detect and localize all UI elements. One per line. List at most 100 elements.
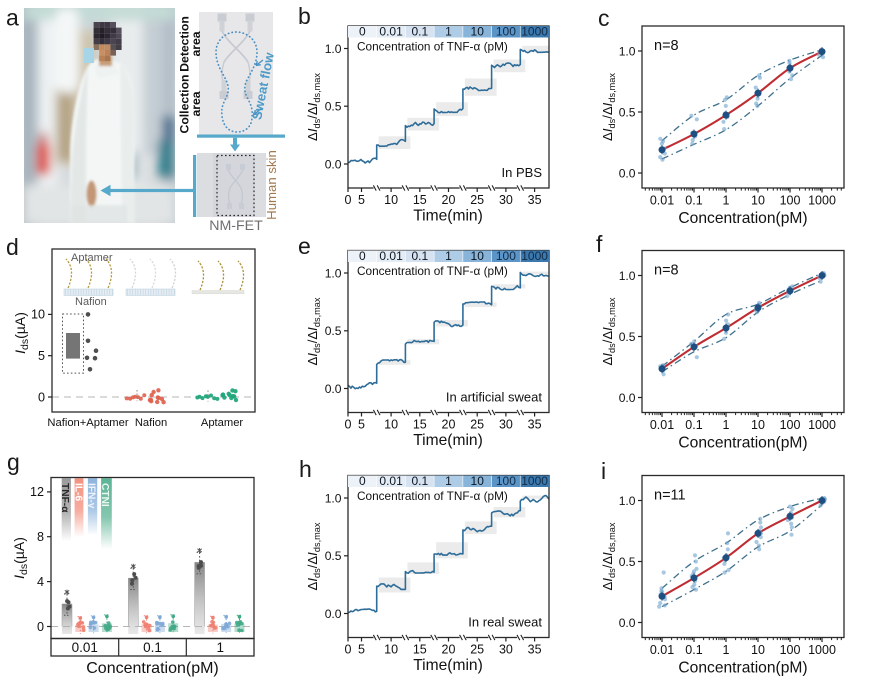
svg-text:0.01: 0.01: [650, 418, 674, 432]
svg-text:ΔIds/ΔIds,max: ΔIds/ΔIds,max: [600, 297, 617, 365]
svg-text:0.01: 0.01: [379, 249, 403, 263]
svg-text:0.1: 0.1: [685, 643, 702, 657]
svg-text:NM-FET: NM-FET: [209, 218, 263, 234]
svg-text:TNF-α: TNF-α: [59, 483, 70, 513]
svg-text:25: 25: [470, 643, 484, 657]
svg-text:In PBS: In PBS: [502, 165, 543, 180]
svg-text:1.0: 1.0: [619, 269, 636, 283]
svg-text:1000: 1000: [521, 249, 548, 263]
svg-text:n=8: n=8: [654, 263, 679, 279]
svg-text:Concentration(pM): Concentration(pM): [678, 210, 807, 227]
svg-text:0.5: 0.5: [619, 555, 636, 569]
svg-text:1: 1: [445, 249, 452, 263]
svg-text:Concentration(pM): Concentration(pM): [678, 660, 807, 677]
svg-text:5: 5: [358, 193, 365, 207]
svg-text:i: i: [601, 458, 606, 484]
svg-text:0.0: 0.0: [325, 157, 342, 171]
svg-text:Time(min): Time(min): [413, 657, 483, 674]
svg-text:Concentration of TNF-α (pM): Concentration of TNF-α (pM): [357, 40, 508, 54]
svg-text:1.0: 1.0: [619, 494, 636, 508]
svg-text:0: 0: [37, 620, 44, 634]
svg-text:20: 20: [442, 193, 456, 207]
svg-text:1000: 1000: [808, 418, 836, 432]
svg-text:1000: 1000: [808, 194, 836, 208]
svg-text:1: 1: [723, 194, 730, 208]
svg-text:25: 25: [470, 193, 484, 207]
svg-text:ΔIds/ΔIds,max: ΔIds/ΔIds,max: [600, 522, 617, 590]
svg-text:n=11: n=11: [654, 488, 686, 504]
svg-text:Time(min): Time(min): [413, 208, 483, 225]
svg-text:10: 10: [384, 643, 398, 657]
svg-text:8: 8: [37, 530, 44, 544]
svg-text:Nafion: Nafion: [75, 296, 107, 308]
svg-text:Nafion: Nafion: [135, 417, 167, 429]
svg-text:5: 5: [358, 418, 365, 432]
svg-text:100: 100: [496, 474, 516, 488]
svg-text:15: 15: [413, 418, 427, 432]
svg-text:Collectionarea: Collectionarea: [178, 75, 204, 134]
svg-text:0.1: 0.1: [143, 640, 162, 655]
svg-text:Aptamer: Aptamer: [201, 417, 244, 429]
svg-text:n=8: n=8: [654, 38, 679, 54]
svg-text:0: 0: [359, 25, 366, 39]
svg-text:Human skin: Human skin: [264, 150, 279, 220]
svg-text:0.5: 0.5: [619, 330, 636, 344]
svg-text:h: h: [299, 456, 312, 482]
svg-text:1: 1: [723, 643, 730, 657]
svg-text:0.5: 0.5: [619, 105, 636, 119]
svg-text:1.0: 1.0: [619, 44, 636, 58]
svg-text:100: 100: [496, 25, 516, 39]
svg-text:c: c: [598, 5, 610, 31]
svg-text:1: 1: [723, 418, 730, 432]
svg-text:10: 10: [471, 25, 485, 39]
svg-text:0: 0: [345, 418, 352, 432]
svg-text:0.5: 0.5: [325, 100, 342, 114]
svg-text:Concentration(pM): Concentration(pM): [86, 660, 219, 677]
svg-text:0.0: 0.0: [325, 382, 342, 396]
svg-text:0.0: 0.0: [619, 616, 636, 630]
svg-text:In real sweat: In real sweat: [468, 615, 542, 630]
svg-text:0: 0: [38, 390, 45, 404]
svg-text:0.1: 0.1: [411, 474, 428, 488]
svg-text:0.0: 0.0: [619, 391, 636, 405]
svg-text:10: 10: [751, 418, 765, 432]
svg-text:In artificial sweat: In artificial sweat: [446, 390, 542, 405]
svg-text:0.01: 0.01: [650, 194, 674, 208]
svg-text:0.01: 0.01: [379, 25, 403, 39]
svg-text:10: 10: [384, 418, 398, 432]
svg-text:Concentration(pM): Concentration(pM): [678, 435, 807, 452]
svg-text:10: 10: [751, 643, 765, 657]
svg-text:10: 10: [471, 249, 485, 263]
svg-text:Nafion+Aptamer: Nafion+Aptamer: [47, 417, 128, 429]
svg-text:ΔIds/ΔIds,max: ΔIds/ΔIds,max: [305, 297, 322, 365]
svg-text:1: 1: [445, 474, 452, 488]
svg-text:d: d: [6, 234, 19, 260]
svg-text:100: 100: [780, 194, 801, 208]
svg-text:100: 100: [780, 643, 801, 657]
svg-text:Detectionarea: Detectionarea: [178, 16, 204, 72]
svg-text:1.0: 1.0: [325, 491, 342, 505]
svg-text:CTNI: CTNI: [99, 483, 110, 507]
svg-text:1: 1: [445, 25, 452, 39]
svg-text:Concentration of TNF-α (pM): Concentration of TNF-α (pM): [357, 489, 508, 503]
svg-text:1.0: 1.0: [325, 266, 342, 280]
svg-text:Time(min): Time(min): [413, 432, 483, 449]
svg-text:g: g: [7, 449, 20, 475]
svg-text:15: 15: [413, 193, 427, 207]
svg-text:0.0: 0.0: [325, 607, 342, 621]
svg-text:0: 0: [359, 249, 366, 263]
svg-text:ΔIds/ΔIds,max: ΔIds/ΔIds,max: [600, 73, 617, 141]
svg-text:ΔIds/ΔIds,max: ΔIds/ΔIds,max: [305, 73, 322, 141]
svg-text:0.1: 0.1: [411, 25, 428, 39]
svg-text:10: 10: [471, 474, 485, 488]
svg-text:1000: 1000: [808, 643, 836, 657]
svg-text:100: 100: [496, 249, 516, 263]
svg-text:Ids(µA): Ids(µA): [11, 537, 30, 579]
svg-text:b: b: [298, 3, 311, 29]
svg-text:20: 20: [442, 418, 456, 432]
svg-text:0.1: 0.1: [685, 418, 702, 432]
svg-text:30: 30: [499, 418, 513, 432]
svg-text:a: a: [6, 5, 19, 31]
svg-text:100: 100: [780, 418, 801, 432]
svg-text:35: 35: [528, 418, 542, 432]
